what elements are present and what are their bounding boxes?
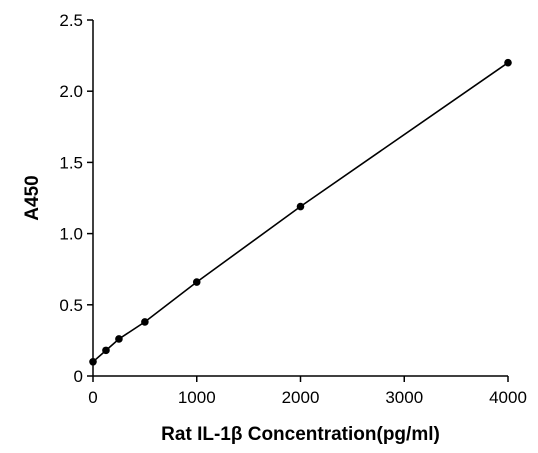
data-point [115, 335, 123, 343]
data-point [296, 202, 305, 211]
data-point [504, 58, 512, 67]
y-tick-label: 0 [74, 367, 83, 386]
data-point [141, 318, 149, 326]
axes [92, 20, 508, 377]
x-tick-label: 0 [88, 388, 97, 407]
x-tick-label: 4000 [489, 388, 527, 407]
y-tick-label: 1.0 [59, 225, 83, 244]
y-axis-title: A450 [22, 175, 43, 220]
x-axis-ticks: 0 1000 2000 3000 4000 [88, 376, 527, 407]
y-tick-label: 1.5 [59, 153, 83, 172]
data-series [89, 58, 512, 366]
y-tick-label: 2.0 [59, 82, 83, 101]
x-tick-label: 2000 [282, 388, 320, 407]
data-point [192, 278, 201, 286]
x-tick-label: 1000 [178, 388, 216, 407]
y-tick-label: 0.5 [59, 296, 83, 315]
y-tick-label: 2.5 [59, 11, 83, 30]
y-axis-ticks: 0 0.5 1.0 1.5 2.0 2.5 [59, 11, 93, 386]
data-point [89, 357, 97, 366]
data-point [102, 346, 110, 355]
x-axis-title: Rat IL-1β Concentration(pg/ml) [161, 424, 440, 445]
x-tick-label: 3000 [385, 388, 423, 407]
series-line [92, 62, 509, 363]
